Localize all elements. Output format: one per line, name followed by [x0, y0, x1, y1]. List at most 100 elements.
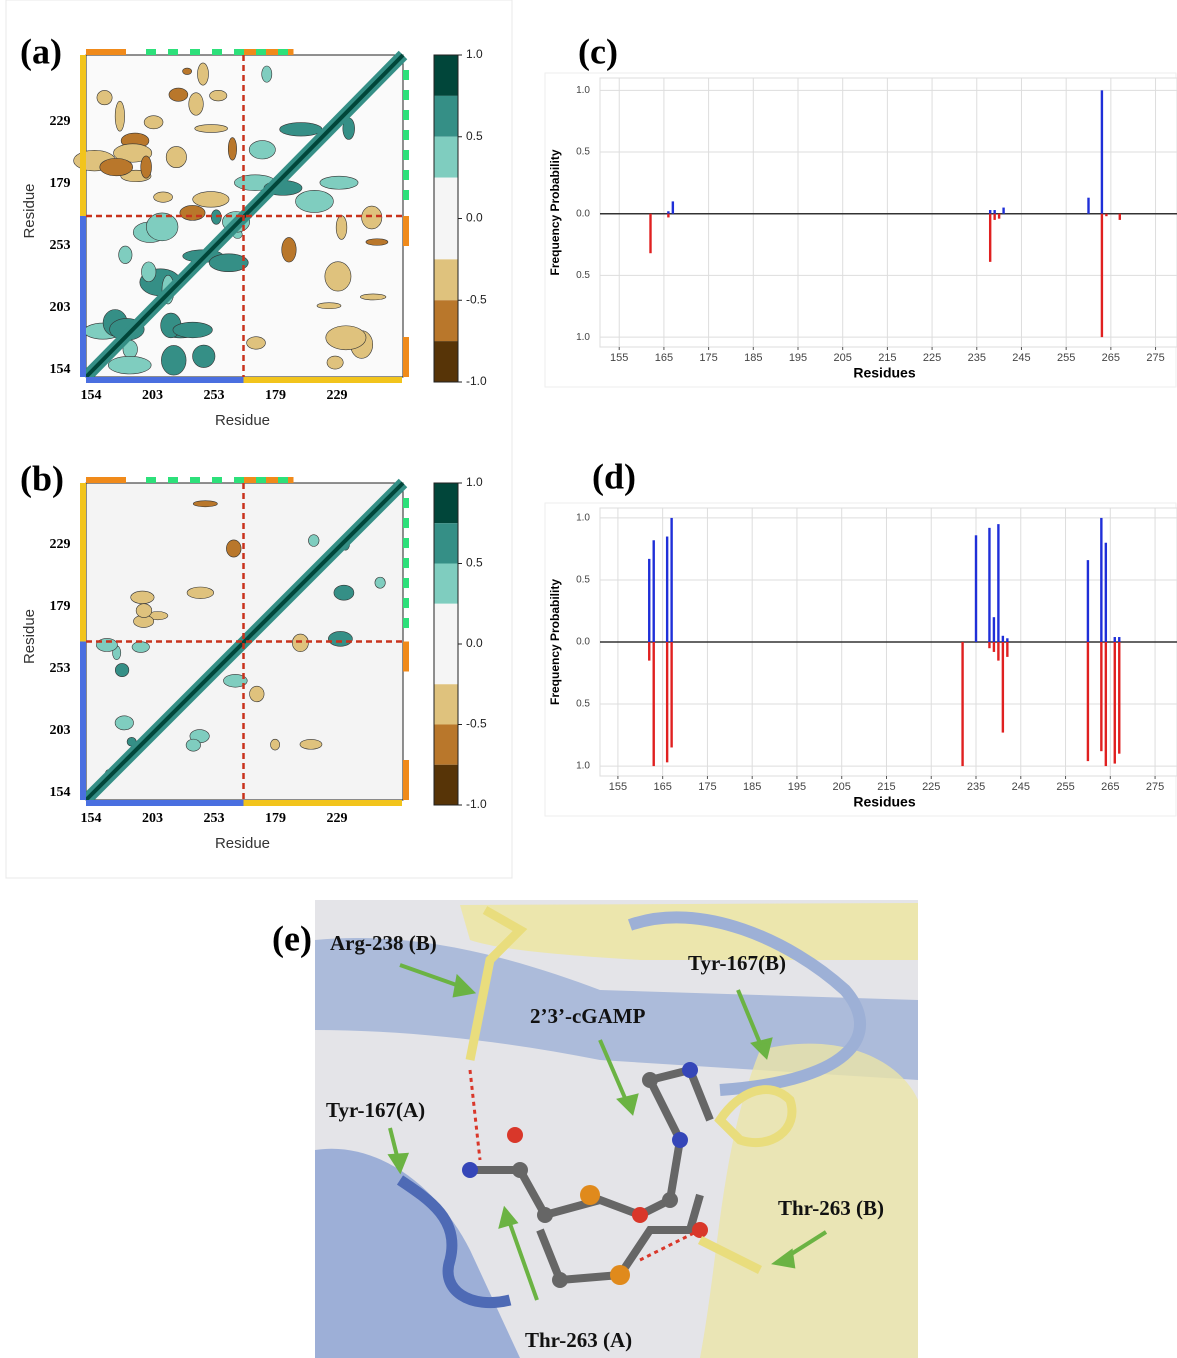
contour — [192, 500, 218, 508]
colorbar-band — [434, 603, 458, 685]
bar — [1001, 635, 1005, 642]
chain-bar — [403, 90, 409, 100]
arrowhead — [750, 1037, 773, 1060]
colorbar-band — [434, 684, 458, 725]
chain-bar — [278, 49, 288, 55]
contour — [326, 355, 344, 370]
contour — [270, 738, 280, 751]
bar — [1006, 638, 1009, 642]
contour — [194, 124, 228, 133]
contour — [226, 539, 242, 558]
ligand — [462, 1062, 714, 1288]
x-tick-label: 215 — [877, 781, 895, 793]
bar — [1086, 642, 1090, 762]
contour — [279, 122, 323, 137]
contour — [281, 237, 297, 263]
x-tick-label: 195 — [788, 781, 806, 793]
bar — [988, 642, 991, 649]
arrow — [598, 1039, 630, 1106]
contour — [299, 739, 323, 750]
atom — [682, 1062, 698, 1078]
chain-bar — [80, 483, 86, 642]
colorbar-tick-label: 0.0 — [466, 211, 483, 225]
helix — [700, 1043, 918, 1358]
y-tick-label: 0.5 — [576, 147, 590, 158]
chain-bar — [403, 110, 409, 120]
bar — [997, 213, 1001, 219]
plot-area — [599, 77, 1177, 348]
bar — [1118, 637, 1121, 642]
contour — [192, 191, 230, 208]
h-bond — [468, 1069, 701, 1262]
atom — [632, 1207, 648, 1223]
colorbar-tick-label: 0.5 — [466, 556, 483, 570]
contour — [130, 590, 155, 604]
colorbar-band — [434, 136, 458, 178]
h-bond — [639, 1228, 701, 1262]
colorbar-band — [434, 259, 458, 301]
chain-bar — [403, 170, 409, 180]
chain-bar — [212, 49, 222, 55]
chain-bar — [243, 477, 294, 483]
contour — [227, 137, 237, 161]
arrowhead — [771, 1248, 796, 1269]
colorbar-band — [434, 300, 458, 342]
chain-bar — [190, 49, 200, 55]
chain-bar — [80, 55, 86, 216]
x-tick-label: 154 — [81, 811, 102, 826]
bar — [670, 642, 673, 748]
y-tick-label: 1.0 — [576, 332, 590, 343]
arrowhead — [387, 1152, 410, 1175]
panel-frame — [5, 0, 513, 879]
x-tick-label: 255 — [1057, 352, 1075, 364]
contour — [292, 633, 309, 652]
y-tick-label: 0.0 — [576, 637, 590, 648]
residue-stick — [396, 1175, 512, 1309]
arrow — [736, 989, 764, 1049]
x-tick-label: 203 — [142, 388, 163, 403]
x-tick-label: 255 — [1056, 781, 1074, 793]
atom — [507, 1127, 523, 1143]
contour — [182, 67, 193, 75]
bar — [988, 210, 992, 214]
contour — [197, 62, 209, 86]
contour — [209, 89, 228, 102]
contour — [188, 92, 204, 116]
atom — [552, 1272, 568, 1288]
bar — [1118, 642, 1121, 754]
colorbar-tick-label: -1.0 — [466, 797, 487, 811]
contour — [328, 631, 353, 647]
bar — [997, 642, 1000, 661]
colorbar-tick-label: 1.0 — [466, 47, 483, 61]
annotation: Tyr-167(B) — [688, 951, 786, 975]
panel-label: (d) — [592, 456, 636, 496]
bar — [961, 642, 964, 767]
y-tick-label: 1.0 — [576, 761, 590, 772]
contour — [172, 321, 213, 339]
chain-bar — [403, 558, 409, 568]
bar — [649, 213, 652, 254]
bar — [1104, 542, 1108, 642]
x-tick-label: 245 — [1012, 352, 1030, 364]
annotation: Thr-263 (B) — [778, 1196, 884, 1220]
y-tick-label: 0.0 — [576, 208, 590, 219]
contour — [107, 355, 152, 375]
colorbar-band — [434, 764, 458, 805]
annotation: 2’3’-cGAMP — [530, 1004, 646, 1028]
contour — [325, 325, 367, 351]
bar — [652, 540, 655, 642]
colorbar-band — [434, 95, 458, 137]
chain-bar — [86, 800, 245, 806]
bar — [1100, 642, 1103, 752]
chain-bar — [403, 641, 409, 672]
x-tick-label: 203 — [142, 811, 163, 826]
arrowhead — [616, 1093, 639, 1116]
x-axis-title: Residues — [853, 365, 915, 381]
contour — [261, 65, 273, 83]
chain-bar — [403, 598, 409, 608]
x-axis-title: Residues — [853, 794, 915, 810]
y-tick-label: 179 — [50, 599, 71, 614]
x-tick-label: 235 — [968, 352, 986, 364]
colorbar-tick-label: -0.5 — [466, 717, 487, 731]
chain-bar — [168, 477, 178, 483]
